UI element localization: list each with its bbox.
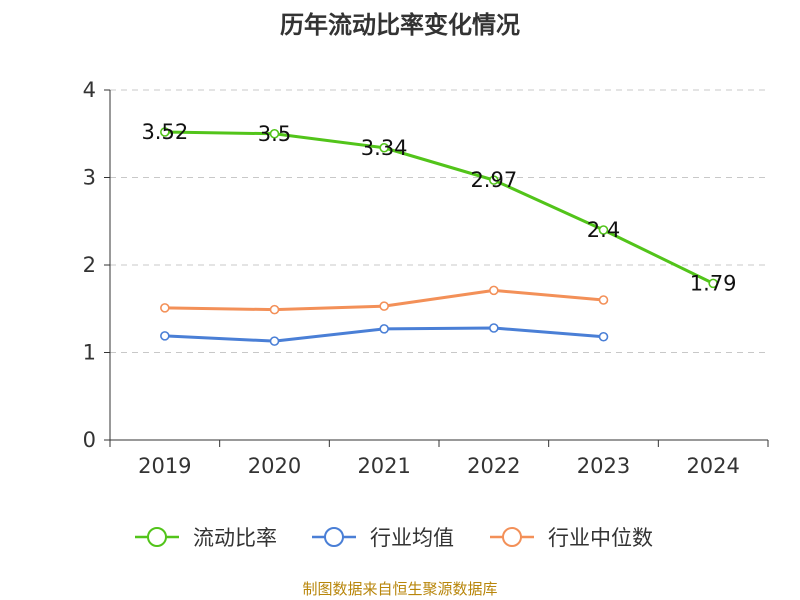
series-line-0 <box>164 130 714 285</box>
data-source-note: 制图数据来自恒生聚源数据库 <box>302 580 497 598</box>
data-point[interactable] <box>598 295 609 305</box>
data-point[interactable] <box>160 303 170 313</box>
data-point[interactable] <box>269 336 280 346</box>
axes: 0 1 2 3 4 2019 2020 2021 2022 2023 2024 <box>83 78 769 478</box>
data-point[interactable] <box>160 331 170 341</box>
data-point[interactable] <box>160 127 170 137</box>
data-label: 3.5 <box>258 122 291 146</box>
data-label: 1.79 <box>690 271 737 295</box>
data-point[interactable] <box>598 331 609 342</box>
data-point[interactable] <box>269 304 280 315</box>
y-tick-label: 1 <box>83 341 96 365</box>
x-tick-label: 2023 <box>577 454 630 478</box>
data-point[interactable] <box>489 323 499 333</box>
legend-marker-1 <box>324 527 344 547</box>
data-label: 2.4 <box>587 218 620 242</box>
grid-lines <box>110 89 768 353</box>
y-tick-label: 3 <box>83 166 96 190</box>
data-point[interactable] <box>379 324 389 334</box>
y-tick-label: 4 <box>83 78 96 102</box>
data-label: 3.34 <box>361 136 408 160</box>
y-tick-label: 2 <box>83 253 96 277</box>
legend-marker-2 <box>502 527 522 547</box>
data-point[interactable] <box>379 142 389 153</box>
y-tick-label: 0 <box>83 428 96 452</box>
data-label: 2.97 <box>470 168 517 192</box>
data-point[interactable] <box>489 285 499 296</box>
legend-label[interactable]: 行业均值 <box>370 526 454 550</box>
data-point[interactable] <box>269 128 280 139</box>
x-tick-label: 2022 <box>467 454 520 478</box>
data-labels: 3.52 3.5 3.34 2.97 2.4 1.79 <box>141 120 736 295</box>
legend-marker-0 <box>147 527 167 547</box>
legend-label[interactable]: 行业中位数 <box>548 526 653 550</box>
legend[interactable]: 流动比率 行业均值 行业中位数 <box>135 526 653 550</box>
x-tick-label: 2024 <box>686 454 739 478</box>
chart-title: 历年流动比率变化情况 <box>280 11 520 39</box>
data-point[interactable] <box>708 278 718 289</box>
data-point[interactable] <box>489 175 499 185</box>
legend-label[interactable]: 流动比率 <box>193 526 277 550</box>
series-group <box>160 127 718 346</box>
x-tick-label: 2019 <box>138 454 191 478</box>
data-point[interactable] <box>598 225 609 235</box>
x-tick-label: 2021 <box>357 454 410 478</box>
x-tick-label: 2020 <box>248 454 301 478</box>
data-point[interactable] <box>379 301 389 311</box>
data-label: 3.52 <box>141 120 188 144</box>
